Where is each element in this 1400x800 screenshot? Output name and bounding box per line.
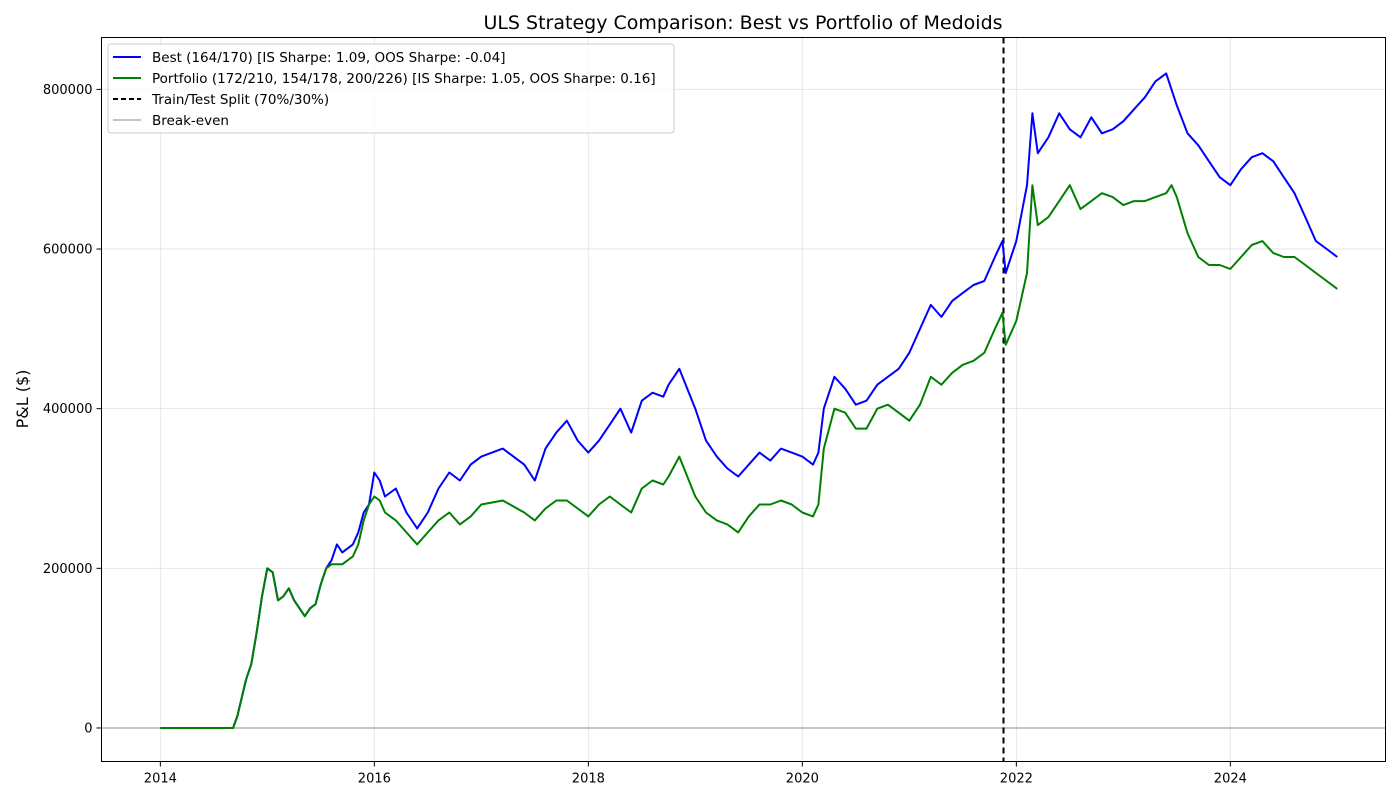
y-tick-label: 600000 bbox=[43, 243, 93, 258]
chart-title: ULS Strategy Comparison: Best vs Portfol… bbox=[483, 12, 1002, 34]
x-tick-label: 2024 bbox=[1214, 772, 1247, 787]
portfolio-series-line bbox=[160, 184, 1338, 729]
y-axis-label: P&L ($) bbox=[13, 370, 32, 429]
legend-label: Break-even bbox=[152, 113, 229, 129]
y-tick-label: 800000 bbox=[43, 83, 93, 98]
legend-box bbox=[107, 43, 675, 134]
x-tick-label: 2022 bbox=[1000, 772, 1033, 787]
x-tick-label: 2016 bbox=[358, 772, 391, 787]
legend-label: Best (164/170) [IS Sharpe: 1.09, OOS Sha… bbox=[152, 50, 505, 66]
best-series-line bbox=[160, 72, 1338, 729]
y-tick-label: 200000 bbox=[43, 562, 93, 577]
x-tick-label: 2020 bbox=[786, 772, 819, 787]
x-tick-label: 2018 bbox=[572, 772, 605, 787]
legend: Best (164/170) [IS Sharpe: 1.09, OOS Sha… bbox=[107, 43, 675, 134]
plot-frame bbox=[101, 37, 1386, 762]
axis-ticks: 2014 2016 2018 2020 2022 2024 0 200000 400000 600… bbox=[43, 83, 1247, 787]
series-layer bbox=[160, 72, 1338, 729]
legend-label: Portfolio (172/210, 154/178, 200/226) [I… bbox=[152, 71, 656, 87]
legend-label: Train/Test Split (70%/30%) bbox=[151, 92, 329, 108]
grid bbox=[101, 37, 1386, 762]
reference-lines bbox=[101, 37, 1386, 762]
y-tick-label: 400000 bbox=[43, 402, 93, 417]
y-tick-label: 0 bbox=[84, 721, 92, 736]
x-tick-label: 2014 bbox=[144, 772, 177, 787]
